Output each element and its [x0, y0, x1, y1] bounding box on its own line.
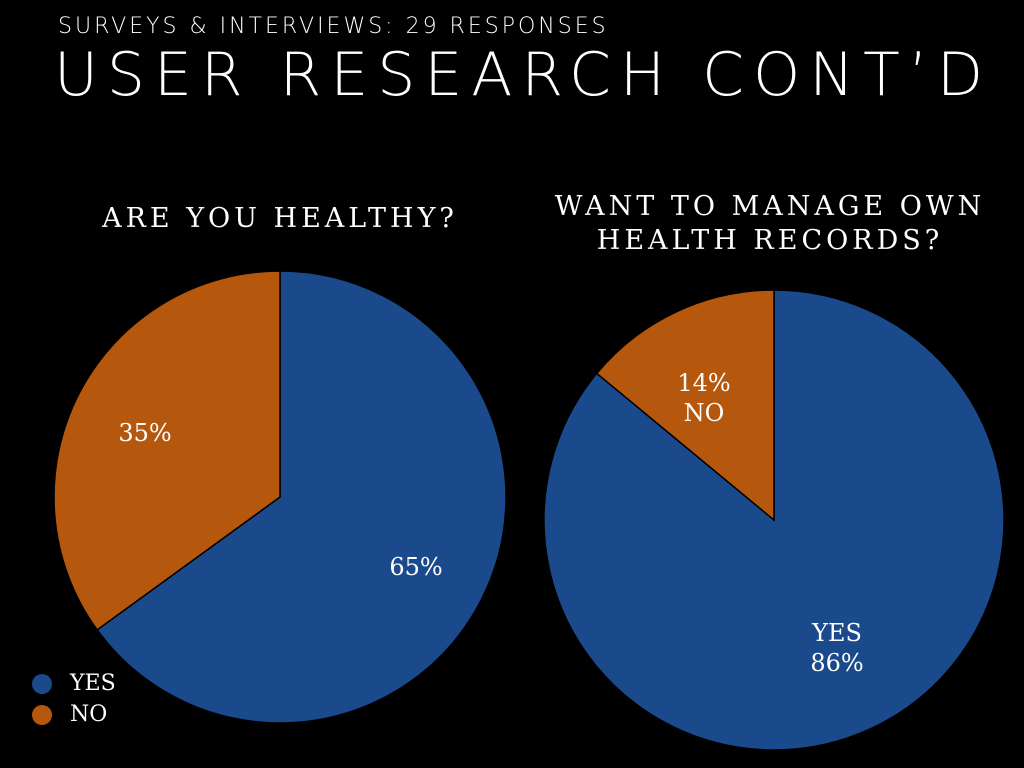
legend-item-yes: YES — [32, 668, 116, 699]
chart-1-label-no: 35% — [118, 419, 171, 447]
chart-2-title-line-2: HEALTH RECORDS? — [596, 225, 944, 256]
chart-2-title: WANT TO MANAGE OWN HEALTH RECORDS? — [520, 190, 1020, 258]
chart-1-title: ARE YOU HEALTHY? — [102, 203, 458, 234]
legend-swatch-no — [32, 704, 52, 725]
chart-1-label-yes: 65% — [389, 553, 442, 581]
slide-subtitle: SURVEYS & INTERVIEWS: 29 RESPONSES — [58, 14, 609, 39]
chart-2-label-yes: YES 86% — [810, 619, 863, 677]
chart-1-slice-no — [53, 270, 281, 631]
legend-label-yes: YES — [70, 671, 116, 696]
legend-item-no: NO — [32, 699, 116, 730]
chart-2-slice-no — [595, 289, 775, 522]
legend: YES NO — [32, 668, 116, 730]
slide-title: USER RESEARCH CONT’D — [54, 40, 993, 110]
legend-label-no: NO — [70, 702, 108, 727]
chart-2-label-no: 14% NO — [677, 369, 730, 427]
chart-1-slice-yes — [96, 270, 507, 724]
chart-2-title-line-1: WANT TO MANAGE OWN — [554, 191, 986, 222]
legend-swatch-yes — [32, 673, 52, 694]
